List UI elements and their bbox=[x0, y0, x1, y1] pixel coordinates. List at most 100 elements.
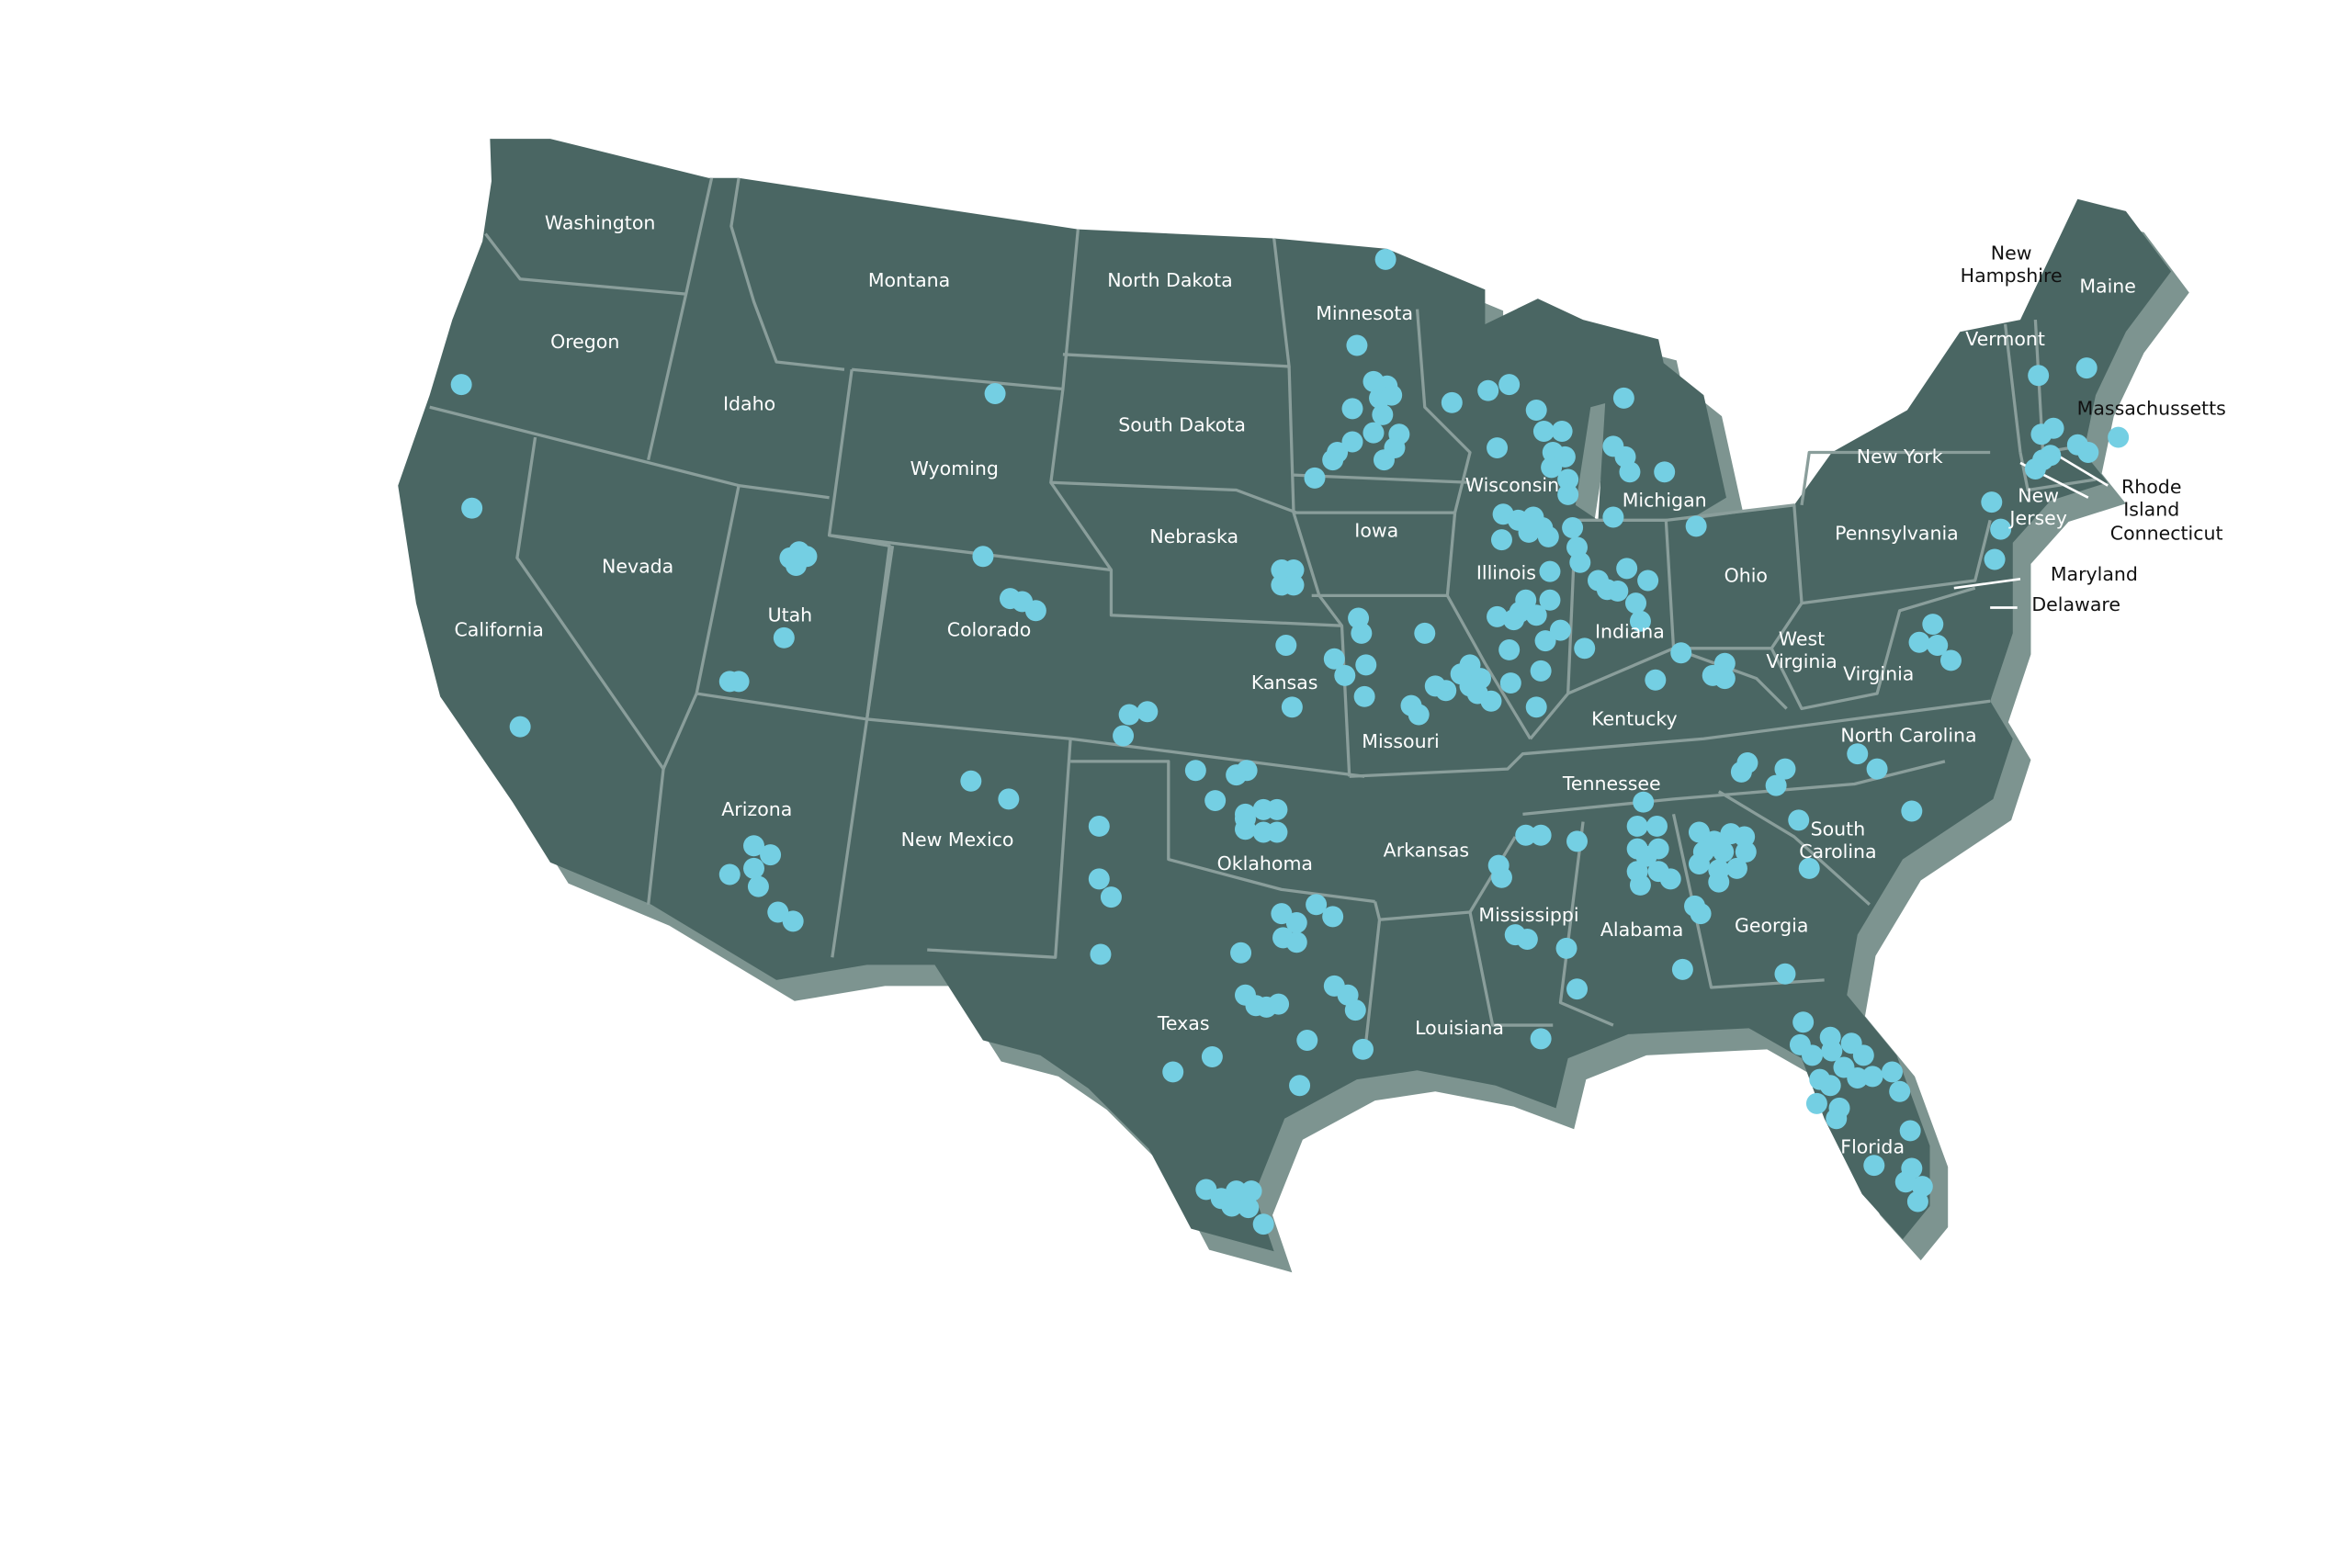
location-dot-icon[interactable] bbox=[1530, 1028, 1552, 1050]
location-dot-icon[interactable] bbox=[1230, 942, 1252, 964]
location-dot-icon[interactable] bbox=[1353, 685, 1375, 707]
location-dot-icon[interactable] bbox=[1235, 807, 1256, 829]
location-dot-icon[interactable] bbox=[1341, 431, 1363, 453]
location-dot-icon[interactable] bbox=[1373, 449, 1395, 471]
location-dot-icon[interactable] bbox=[1899, 1120, 1921, 1142]
location-dot-icon[interactable] bbox=[1477, 379, 1499, 401]
location-dot-icon[interactable] bbox=[1847, 743, 1869, 765]
location-dot-icon[interactable] bbox=[1414, 622, 1436, 644]
location-dot-icon[interactable] bbox=[1322, 449, 1344, 471]
location-dot-icon[interactable] bbox=[1285, 911, 1307, 933]
location-dot-icon[interactable] bbox=[1736, 752, 1758, 774]
location-dot-icon[interactable] bbox=[1798, 857, 1820, 879]
location-dot-icon[interactable] bbox=[1275, 635, 1297, 657]
location-dot-icon[interactable] bbox=[1629, 610, 1651, 632]
location-dot-icon[interactable] bbox=[1635, 845, 1657, 867]
location-dot-icon[interactable] bbox=[1498, 638, 1521, 660]
location-dot-icon[interactable] bbox=[1819, 1075, 1841, 1097]
location-dot-icon[interactable] bbox=[509, 716, 531, 738]
location-dot-icon[interactable] bbox=[1266, 798, 1288, 820]
location-dot-icon[interactable] bbox=[718, 863, 741, 886]
location-dot-icon[interactable] bbox=[1534, 630, 1556, 652]
location-dot-icon[interactable] bbox=[1516, 929, 1538, 951]
location-dot-icon[interactable] bbox=[1240, 1180, 1262, 1202]
location-dot-icon[interactable] bbox=[1281, 696, 1303, 718]
location-dot-icon[interactable] bbox=[1690, 903, 1712, 925]
location-dot-icon[interactable] bbox=[1088, 815, 1110, 837]
location-dot-icon[interactable] bbox=[1515, 824, 1537, 846]
location-dot-icon[interactable] bbox=[1861, 1066, 1883, 1088]
location-dot-icon[interactable] bbox=[1602, 506, 1624, 528]
location-dot-icon[interactable] bbox=[1355, 654, 1377, 676]
location-dot-icon[interactable] bbox=[1435, 680, 1457, 702]
location-dot-icon[interactable] bbox=[972, 546, 994, 568]
location-dot-icon[interactable] bbox=[1821, 1040, 1843, 1062]
location-dot-icon[interactable] bbox=[1351, 622, 1373, 644]
location-dot-icon[interactable] bbox=[1201, 1046, 1223, 1068]
location-dot-icon[interactable] bbox=[1984, 548, 2006, 570]
location-dot-icon[interactable] bbox=[1283, 574, 1305, 596]
location-dot-icon[interactable] bbox=[1344, 999, 1366, 1021]
location-dot-icon[interactable] bbox=[743, 857, 764, 879]
location-dot-icon[interactable] bbox=[1671, 958, 1693, 980]
location-dot-icon[interactable] bbox=[984, 382, 1006, 404]
location-dot-icon[interactable] bbox=[2042, 417, 2064, 439]
location-dot-icon[interactable] bbox=[1487, 605, 1509, 627]
location-dot-icon[interactable] bbox=[1688, 852, 1710, 874]
location-dot-icon[interactable] bbox=[1551, 421, 1573, 442]
location-dot-icon[interactable] bbox=[1238, 1197, 1260, 1219]
location-dot-icon[interactable] bbox=[1541, 457, 1563, 479]
location-dot-icon[interactable] bbox=[1990, 518, 2012, 540]
location-dot-icon[interactable] bbox=[1802, 1044, 1823, 1066]
location-dot-icon[interactable] bbox=[1532, 421, 1555, 442]
location-dot-icon[interactable] bbox=[461, 497, 483, 519]
location-dot-icon[interactable] bbox=[1566, 830, 1588, 852]
location-dot-icon[interactable] bbox=[760, 844, 782, 866]
location-dot-icon[interactable] bbox=[1981, 491, 2003, 513]
location-dot-icon[interactable] bbox=[1525, 604, 1547, 626]
location-dot-icon[interactable] bbox=[1372, 403, 1394, 425]
location-dot-icon[interactable] bbox=[1266, 821, 1288, 843]
location-dot-icon[interactable] bbox=[1646, 815, 1668, 837]
location-dot-icon[interactable] bbox=[1940, 649, 1962, 671]
location-dot-icon[interactable] bbox=[1525, 400, 1547, 422]
location-dot-icon[interactable] bbox=[1539, 560, 1561, 582]
location-dot-icon[interactable] bbox=[1499, 672, 1521, 694]
location-dot-icon[interactable] bbox=[743, 835, 764, 857]
location-dot-icon[interactable] bbox=[1498, 374, 1521, 396]
location-dot-icon[interactable] bbox=[1555, 937, 1577, 959]
location-dot-icon[interactable] bbox=[1616, 558, 1638, 580]
location-dot-icon[interactable] bbox=[1363, 422, 1385, 444]
location-dot-icon[interactable] bbox=[1713, 840, 1735, 863]
location-dot-icon[interactable] bbox=[1826, 1108, 1848, 1130]
location-dot-icon[interactable] bbox=[1670, 642, 1692, 664]
location-dot-icon[interactable] bbox=[1296, 1029, 1318, 1051]
location-dot-icon[interactable] bbox=[1341, 398, 1363, 420]
location-dot-icon[interactable] bbox=[1889, 1080, 1911, 1102]
location-dot-icon[interactable] bbox=[1236, 760, 1258, 782]
location-dot-icon[interactable] bbox=[1204, 790, 1227, 812]
location-dot-icon[interactable] bbox=[1503, 609, 1525, 631]
location-dot-icon[interactable] bbox=[1774, 963, 1796, 985]
location-dot-icon[interactable] bbox=[1863, 1155, 1885, 1177]
location-dot-icon[interactable] bbox=[1557, 483, 1579, 505]
location-dot-icon[interactable] bbox=[1805, 1092, 1827, 1114]
location-dot-icon[interactable] bbox=[1525, 696, 1547, 718]
location-dot-icon[interactable] bbox=[1852, 1044, 1874, 1066]
location-dot-icon[interactable] bbox=[1118, 704, 1140, 726]
location-dot-icon[interactable] bbox=[1283, 558, 1305, 581]
location-dot-icon[interactable] bbox=[1894, 1171, 1917, 1193]
location-dot-icon[interactable] bbox=[1765, 774, 1787, 796]
location-dot-icon[interactable] bbox=[1381, 384, 1403, 406]
location-dot-icon[interactable] bbox=[1100, 886, 1122, 908]
location-dot-icon[interactable] bbox=[1090, 943, 1112, 965]
location-dot-icon[interactable] bbox=[1922, 614, 1944, 636]
location-dot-icon[interactable] bbox=[1306, 894, 1328, 916]
location-dot-icon[interactable] bbox=[1882, 1061, 1903, 1083]
location-dot-icon[interactable] bbox=[1322, 906, 1344, 928]
location-dot-icon[interactable] bbox=[1466, 682, 1488, 705]
location-dot-icon[interactable] bbox=[1725, 857, 1747, 879]
location-dot-icon[interactable] bbox=[1708, 871, 1730, 893]
location-dot-icon[interactable] bbox=[1184, 760, 1206, 782]
location-dot-icon[interactable] bbox=[1637, 570, 1659, 592]
